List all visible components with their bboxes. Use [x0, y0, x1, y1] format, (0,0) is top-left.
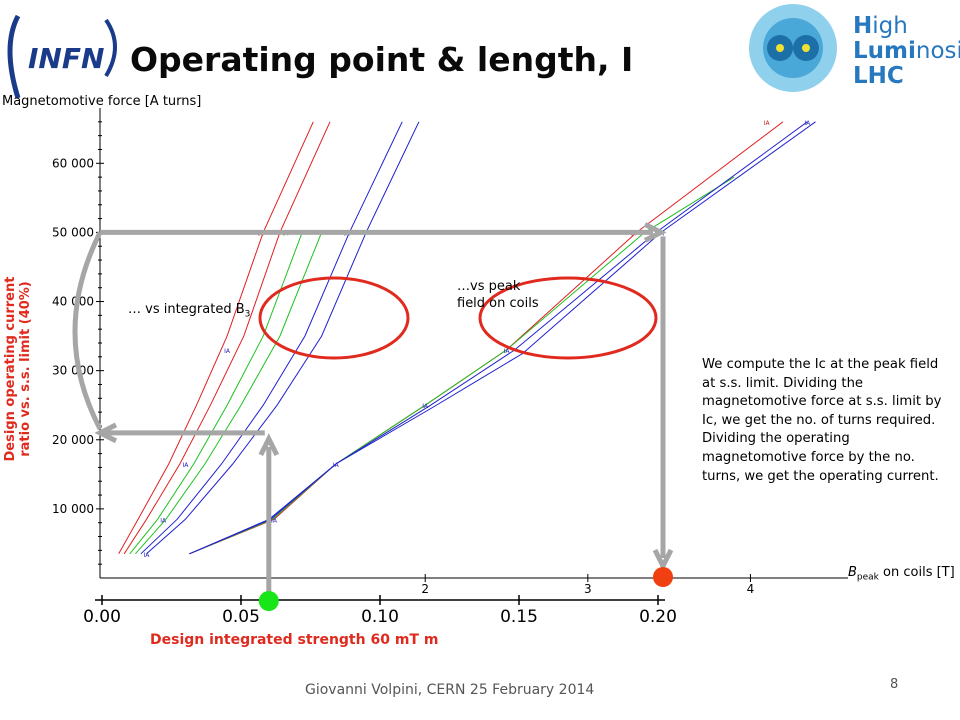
- y-tick-label-0: 10 000: [52, 502, 94, 516]
- hl-lhc-logo: [738, 0, 960, 98]
- arrow-right-head: [643, 222, 667, 243]
- marker-label-10: IA: [422, 403, 429, 410]
- arrow-left-head: [94, 422, 118, 444]
- y-axis-title: Magnetomotive force [A turns]: [2, 94, 202, 109]
- marker-label-9: IA: [504, 348, 511, 355]
- integrated-series-line-0: [118, 121, 314, 555]
- x-top-tick-label-0: 2: [421, 582, 429, 596]
- x-top-axis-title: Bpeak on coils [T]: [848, 565, 955, 583]
- marker-label-3: IA: [224, 348, 231, 355]
- annotation-peak-field: …vs peak field on coils: [457, 279, 539, 311]
- operating-ratio-label: Design operating current ratio vs. s.s. …: [3, 276, 33, 462]
- y-tick-label-3: 40 000: [52, 295, 94, 309]
- y-tick-label-5: 60 000: [52, 156, 94, 170]
- marker-label-13: IA: [764, 120, 771, 127]
- ellipse-peak: [478, 276, 658, 360]
- x-top-tick-label-2: 4: [747, 582, 755, 596]
- x-bottom-tick-label-1: 0.05: [222, 607, 260, 627]
- marker-label-4: IA: [182, 462, 189, 469]
- arrow-down-head: [652, 548, 674, 572]
- explanation-text: We compute the Ic at the peak field at s…: [702, 357, 942, 484]
- arrow-up-head: [258, 433, 280, 456]
- marker-label-5: IA: [160, 517, 167, 524]
- y-tick-label-4: 50 000: [52, 225, 94, 239]
- x-bottom-tick-label-3: 0.15: [500, 607, 538, 627]
- slide-title: Operating point & length, I: [130, 40, 634, 79]
- chart-axes: 10 000 20 000 30 000 40 000 50 000 60 000 2 3 4 0…: [52, 108, 848, 627]
- x-bottom-tick-label-4: 0.20: [639, 607, 677, 627]
- annotation-integrated: … vs integrated B3: [128, 302, 251, 320]
- bottom-axis-title: Design integrated strength 60 mT m: [150, 632, 439, 648]
- loop-arrow: [72, 231, 103, 431]
- x-bottom-tick-label-2: 0.10: [361, 607, 399, 627]
- marker-label-12: IA: [271, 517, 278, 524]
- footer: Giovanni Volpini, CERN 25 February 2014: [305, 682, 595, 698]
- peak-series-line-2: [189, 121, 808, 555]
- hl-lhc-logo-text: High Luminosity LHC: [853, 13, 960, 89]
- infn-logo-text: INFN: [28, 42, 104, 75]
- series-layer: [118, 121, 816, 555]
- integrated-strength-green-dot: [258, 591, 279, 611]
- page-number: 8: [890, 677, 899, 692]
- marker-label-14: IA: [804, 120, 811, 127]
- marker-label-6: IA: [144, 552, 151, 559]
- overlay-layer: [72, 222, 674, 611]
- integrated-series-line-3: [135, 232, 323, 555]
- x-top-tick-label-1: 3: [584, 582, 592, 596]
- y-tick-label-1: 20 000: [52, 433, 94, 447]
- ellipse-integrated: [258, 276, 410, 360]
- marker-label-11: IA: [333, 462, 340, 469]
- operating-point-red-dot: [653, 567, 673, 587]
- y-tick-label-2: 30 000: [52, 364, 94, 378]
- peak-series-line-3: [189, 121, 816, 555]
- x-bottom-tick-label-0: 0.00: [83, 607, 121, 627]
- infn-logo: INFN: [6, 6, 126, 106]
